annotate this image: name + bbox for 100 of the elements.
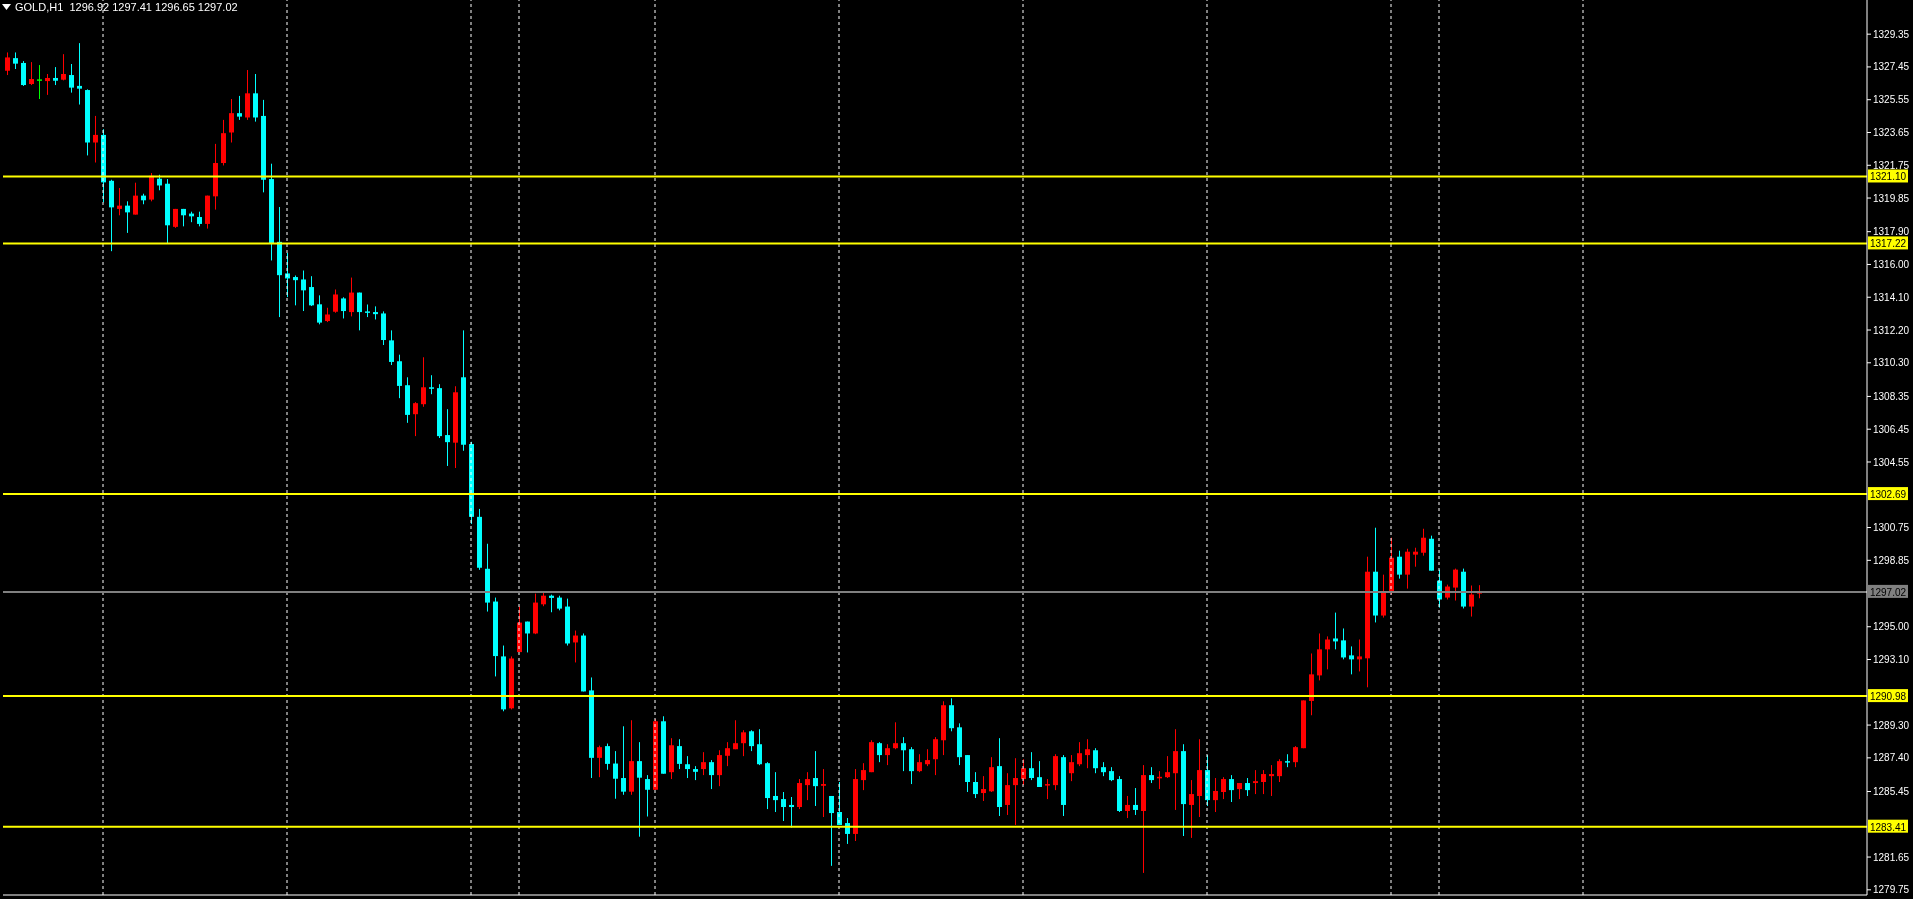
candlestick — [861, 762, 866, 791]
y-tick-label: 1312.20 — [1873, 324, 1910, 336]
candlestick — [621, 725, 626, 796]
candlestick — [1421, 528, 1426, 557]
candlestick — [1405, 548, 1410, 590]
ref-line-label: 1317.22 — [1869, 238, 1907, 250]
candlestick — [1333, 612, 1338, 650]
candlestick — [605, 743, 610, 771]
candlestick — [677, 738, 682, 770]
candlestick — [21, 60, 26, 87]
candlestick — [805, 771, 810, 801]
candlestick — [829, 795, 834, 867]
y-tick-label: 1308.35 — [1873, 390, 1910, 402]
candlestick — [1325, 635, 1330, 670]
candlestick — [973, 771, 978, 799]
candlestick — [389, 329, 394, 366]
ref-line-label: 1297.02 — [1869, 586, 1907, 598]
candlestick — [309, 275, 314, 307]
candlestick — [1125, 795, 1130, 819]
y-tick-label: 1316.00 — [1873, 259, 1910, 271]
candlestick — [1189, 779, 1194, 839]
candlestick — [1229, 774, 1234, 803]
candlestick — [61, 53, 66, 81]
candlestick — [1269, 764, 1274, 797]
candlestick — [781, 791, 786, 822]
candlestick — [893, 721, 898, 750]
candlestick — [45, 73, 50, 96]
candlestick — [5, 51, 10, 76]
candlestick — [1349, 645, 1354, 675]
candlestick — [357, 292, 362, 331]
candlestick — [749, 729, 754, 752]
candlestick — [1293, 745, 1298, 768]
ref-line-label: 1321.10 — [1869, 171, 1907, 183]
candlestick — [525, 621, 530, 653]
candlestick — [637, 741, 642, 838]
candlestick — [133, 182, 138, 216]
candlestick — [1277, 758, 1282, 783]
candlestick — [1357, 639, 1362, 672]
candlestick — [301, 270, 306, 312]
candlestick — [1013, 757, 1018, 826]
candlestick — [821, 768, 826, 818]
candlestick — [1077, 741, 1082, 767]
y-tick-label: 1319.85 — [1873, 192, 1910, 204]
candlestick — [1381, 574, 1386, 619]
candlestick — [717, 749, 722, 787]
y-tick-label: 1310.30 — [1873, 357, 1910, 369]
candlestick — [421, 356, 426, 408]
candlestick — [1005, 772, 1010, 816]
y-tick-label: 1298.85 — [1873, 554, 1910, 566]
chart-title: GOLD,H1 1296.92 1297.41 1296.65 1297.02 — [15, 1, 238, 13]
ref-line-label: 1290.98 — [1869, 691, 1907, 703]
candlestick — [981, 775, 986, 802]
candlestick — [1093, 747, 1098, 774]
candlestick — [645, 774, 650, 818]
candlestick — [1213, 777, 1218, 813]
candlestick — [413, 401, 418, 437]
y-tick-label: 1304.55 — [1873, 456, 1910, 468]
ref-line-label: 1283.41 — [1869, 821, 1907, 833]
candlestick — [725, 741, 730, 767]
candlestick — [773, 771, 778, 813]
candlestick — [901, 736, 906, 772]
candlestick — [685, 755, 690, 779]
y-tick-label: 1317.90 — [1873, 226, 1910, 238]
y-tick-label: 1329.35 — [1873, 28, 1910, 40]
y-tick-label: 1293.10 — [1873, 654, 1910, 666]
candlestick — [1069, 754, 1074, 782]
candlestick — [237, 95, 242, 121]
candlestick — [117, 187, 122, 216]
y-tick-label: 1279.75 — [1873, 884, 1910, 896]
y-tick-label: 1323.65 — [1873, 127, 1910, 139]
candlestick — [333, 288, 338, 314]
candlestick — [1413, 547, 1418, 568]
candlestick — [1173, 728, 1178, 811]
candlestick — [933, 736, 938, 776]
candlestick — [1037, 760, 1042, 788]
y-tick-label: 1281.65 — [1873, 851, 1910, 863]
candlestick — [1133, 787, 1138, 816]
candlestick — [1341, 627, 1346, 660]
y-tick-label: 1327.45 — [1873, 61, 1910, 73]
candlestick — [1221, 776, 1226, 800]
y-tick-label: 1314.10 — [1873, 291, 1910, 303]
candlestick — [29, 61, 34, 86]
candlestick — [317, 294, 322, 325]
candlestick — [93, 115, 98, 164]
candlestick — [757, 728, 762, 766]
candlestick — [709, 759, 714, 790]
candlestick — [1453, 568, 1458, 602]
ref-line-label: 1302.69 — [1869, 489, 1907, 501]
candlestick — [885, 743, 890, 766]
candlestick — [37, 64, 42, 100]
candlestick — [813, 750, 818, 807]
candlestick — [229, 98, 234, 143]
candlestick — [1253, 769, 1258, 795]
candlestick — [1261, 769, 1266, 795]
candlestick — [701, 751, 706, 776]
candlestick — [293, 275, 298, 306]
candlestick — [1165, 755, 1170, 779]
candlestick — [797, 778, 802, 810]
y-tick-label: 1306.45 — [1873, 423, 1910, 435]
candlestick — [789, 796, 794, 829]
